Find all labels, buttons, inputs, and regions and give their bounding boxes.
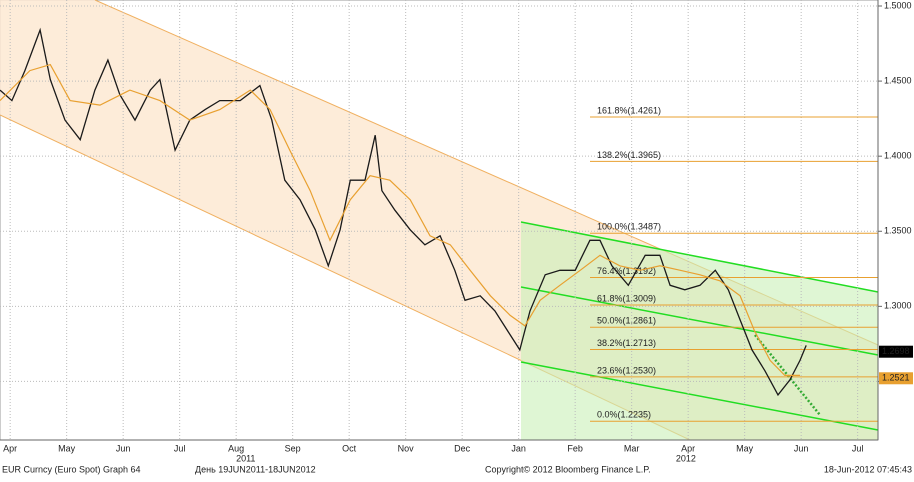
fib-label: 23.6%(1.2530) <box>597 365 656 375</box>
x-tick-label: Nov <box>398 443 415 453</box>
x-tick-label: Oct <box>342 443 357 453</box>
footer-copyright: Copyright© 2012 Bloomberg Finance L.P. <box>485 464 651 474</box>
fib-label: 76.4%(1.3192) <box>597 266 656 276</box>
green-channel-middle <box>520 286 879 356</box>
x-tick-label: Mar <box>624 443 640 453</box>
y-tick-label: 1.3000 <box>884 301 912 311</box>
x-tick-label: Jun <box>116 443 131 453</box>
green-region <box>521 222 878 440</box>
series-line <box>0 27 807 397</box>
y-tick-label: 1.5000 <box>884 0 912 10</box>
year-label: 2012 <box>676 453 696 463</box>
fib-label: 138.2%(1.3965) <box>597 150 661 160</box>
footer-timestamp: 18-Jun-2012 07:45:43 <box>824 464 912 474</box>
x-tick-label: Jul <box>174 443 186 453</box>
x-tick-label: Sep <box>285 443 301 453</box>
trend-line <box>754 334 821 416</box>
y-tick-label: 1.4500 <box>884 75 912 85</box>
y-tick-label: 1.3500 <box>884 226 912 236</box>
x-tick-label: Jan <box>511 443 526 453</box>
price-tag <box>879 372 913 385</box>
x-tick-label: May <box>736 443 754 453</box>
green-channel-lower <box>520 361 879 431</box>
price-tag <box>879 345 913 358</box>
x-tick-label: May <box>58 443 76 453</box>
fib-label: 161.8%(1.4261) <box>597 105 661 115</box>
fib-label: 50.0%(1.2861) <box>597 316 656 326</box>
price-tag-label: 1.2698 <box>882 346 910 356</box>
x-tick-label: Apr <box>681 443 695 453</box>
x-tick-label: Apr <box>3 443 17 453</box>
footer-range: День 19JUN2011-18JUN2012 <box>195 464 316 474</box>
series-line <box>0 63 800 376</box>
fib-label: 61.8%(1.3009) <box>597 293 656 303</box>
x-tick-label: Aug <box>228 443 244 453</box>
y-tick-label: 1.4000 <box>884 151 912 161</box>
year-label: 2011 <box>236 453 255 463</box>
footer-security: EUR Curncy (Euro Spot) Graph 64 <box>2 464 141 474</box>
x-tick-label: Feb <box>567 443 583 453</box>
green-channel-upper <box>520 221 879 293</box>
fib-label: 100.0%(1.3487) <box>597 222 661 232</box>
price-tag-label: 1.2521 <box>882 373 910 383</box>
x-tick-label: Dec <box>454 443 471 453</box>
x-tick-label: Jun <box>794 443 809 453</box>
fib-label: 38.2%(1.2713) <box>597 338 656 348</box>
fib-label: 0.0%(1.2235) <box>597 410 651 420</box>
x-tick-label: Jul <box>852 443 864 453</box>
